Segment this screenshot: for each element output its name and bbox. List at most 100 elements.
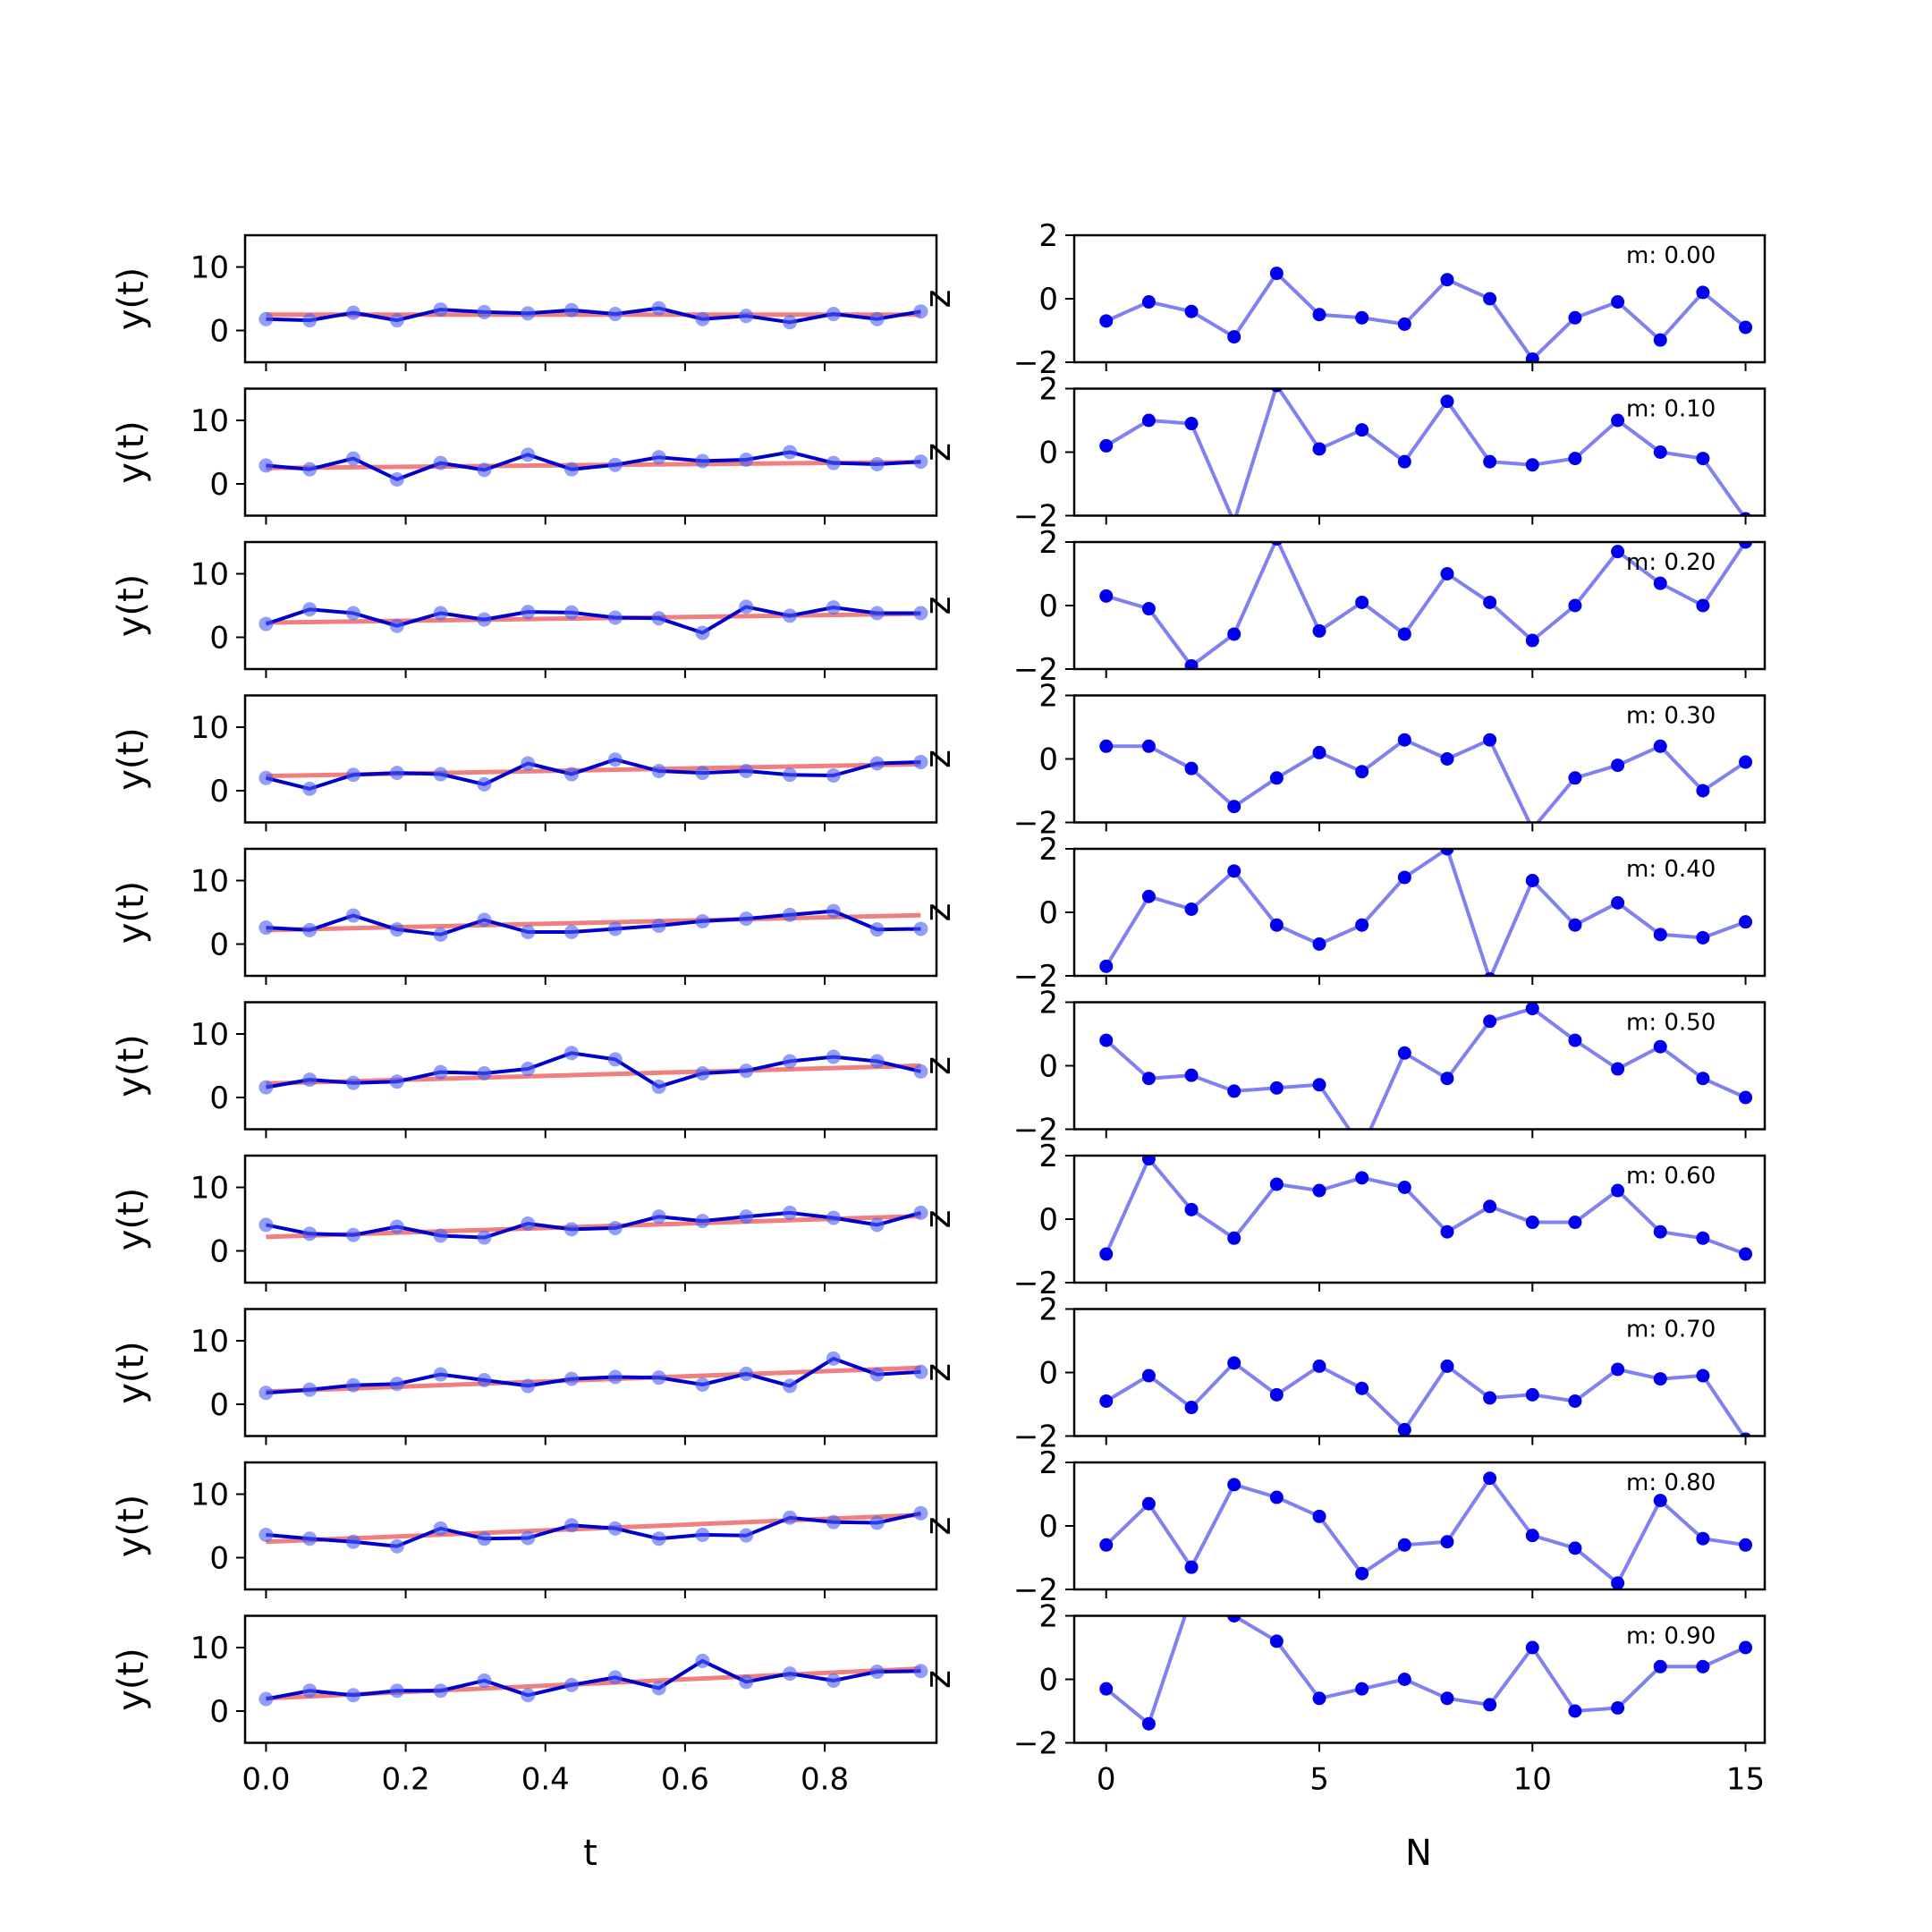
residual-point	[1440, 273, 1454, 287]
panel-row-1: 0 10 y(t) z −2 0 2 m: 0.10	[111, 372, 1767, 535]
data-line	[266, 1051, 921, 1089]
residual-point	[1184, 1068, 1199, 1082]
left-plot-area	[258, 445, 928, 487]
data-point	[564, 1677, 580, 1692]
right-y-axis-label: z	[918, 1517, 959, 1536]
left-axes: 0 10 y(t)	[111, 387, 938, 525]
data-point	[607, 1052, 623, 1067]
residual-point	[1525, 352, 1539, 362]
panel-row-3: 0 10 y(t) z −2 0 2 m: 0.30	[111, 679, 1767, 842]
residual-point	[1483, 1199, 1497, 1214]
data-point	[302, 922, 318, 937]
data-point	[346, 1534, 361, 1549]
residual-point	[1739, 755, 1753, 769]
data-point	[258, 770, 274, 785]
data-point	[433, 606, 448, 621]
residual-point	[1483, 1391, 1497, 1405]
residual-point	[1440, 394, 1454, 409]
residual-point	[1184, 1560, 1199, 1574]
left-plot-area	[258, 599, 928, 640]
data-point	[913, 1364, 928, 1379]
left-y-tick-label: 10	[191, 1324, 229, 1360]
data-point	[607, 307, 623, 322]
residual-line	[1106, 738, 1747, 823]
residual-point	[1099, 1033, 1114, 1047]
data-point	[521, 1216, 536, 1231]
residual-point	[1269, 1634, 1284, 1648]
data-point	[783, 315, 798, 330]
left-x-tick-label: 0.6	[661, 1762, 709, 1798]
residual-point	[1483, 1471, 1497, 1486]
right-axes: −2 0 2 m: 0.00	[1013, 218, 1767, 381]
right-axes: −2 0 2 m: 0.10	[1013, 372, 1767, 535]
residual-point	[1232, 515, 1237, 516]
residual-point	[1483, 292, 1497, 306]
data-point	[695, 1653, 710, 1668]
data-point	[564, 1371, 580, 1386]
data-point	[607, 1369, 623, 1385]
residual-point	[1568, 452, 1582, 466]
data-point	[258, 1385, 274, 1401]
data-point	[389, 1683, 404, 1699]
residual-point	[1525, 874, 1539, 887]
data-point	[913, 1505, 928, 1521]
residual-point	[1483, 1698, 1497, 1712]
residual-line	[1104, 1157, 1747, 1256]
residual-point	[1270, 388, 1283, 393]
residual-point	[1653, 445, 1667, 459]
left-plot-area	[258, 752, 928, 796]
data-point	[651, 1531, 666, 1546]
data-point	[389, 472, 404, 487]
residual-point	[1483, 1014, 1497, 1029]
residual-point	[1440, 1224, 1454, 1239]
residual-point	[1184, 1202, 1199, 1216]
residual-point	[1184, 658, 1199, 669]
data-point	[739, 309, 754, 324]
left-x-tick-label: 0.0	[242, 1762, 290, 1798]
data-point	[477, 1066, 492, 1081]
right-y-tick-label: −2	[1013, 1726, 1058, 1762]
residual-point	[1269, 918, 1284, 932]
data-point	[389, 1074, 404, 1089]
panel-row-7: 0 10 y(t) z −2 0 2 m: 0.70	[111, 1292, 1767, 1455]
data-point	[651, 450, 666, 465]
right-y-tick-label: −2	[1013, 806, 1058, 842]
right-y-tick-label: 2	[1038, 372, 1058, 408]
residual-point	[1739, 915, 1753, 929]
residual-point	[1397, 1422, 1411, 1436]
right-axes: −2 0 2 m: 0.80	[1013, 1445, 1767, 1608]
data-point	[258, 1527, 274, 1542]
right-x-tick-label: 10	[1513, 1762, 1552, 1798]
residual-line	[1105, 1360, 1746, 1436]
left-axes: 0 10 y(t)	[111, 1001, 938, 1139]
right-x-tick-label: 5	[1309, 1762, 1329, 1798]
data-point	[433, 1367, 448, 1382]
left-axes: 0 10 y(t)	[111, 694, 938, 832]
data-point	[695, 1527, 710, 1542]
residual-point	[1185, 1590, 1199, 1604]
data-point	[695, 625, 710, 640]
right-y-tick-label: 2	[1038, 1139, 1058, 1174]
data-point	[521, 1062, 536, 1077]
panel-row-4: 0 10 y(t) z −2 0 2 m: 0.40	[111, 832, 1767, 995]
data-point	[651, 1370, 666, 1385]
left-x-tick-label: 0.2	[382, 1762, 430, 1798]
residual-point	[1739, 1247, 1753, 1261]
data-point	[695, 1066, 710, 1081]
residual-point	[1141, 1716, 1156, 1731]
data-point	[739, 1209, 754, 1224]
right-y-axis-label: z	[918, 903, 959, 922]
data-point	[783, 1510, 798, 1525]
residual-point	[1653, 1494, 1667, 1508]
data-point	[869, 606, 885, 621]
data-point	[258, 616, 274, 631]
data-point	[651, 1079, 666, 1094]
right-plot-area	[1099, 849, 1753, 976]
data-line	[266, 450, 921, 481]
data-point	[739, 1063, 754, 1079]
data-point	[651, 1681, 666, 1696]
data-point	[433, 767, 448, 782]
panel-row-9: 0 10 0.0 0.2 0.4 0.6 0.8 y(t) z −2 0 2 0 5 10 15 m: 0.90	[111, 1590, 1767, 1798]
data-point	[564, 925, 580, 940]
left-axes-frame	[243, 233, 938, 364]
